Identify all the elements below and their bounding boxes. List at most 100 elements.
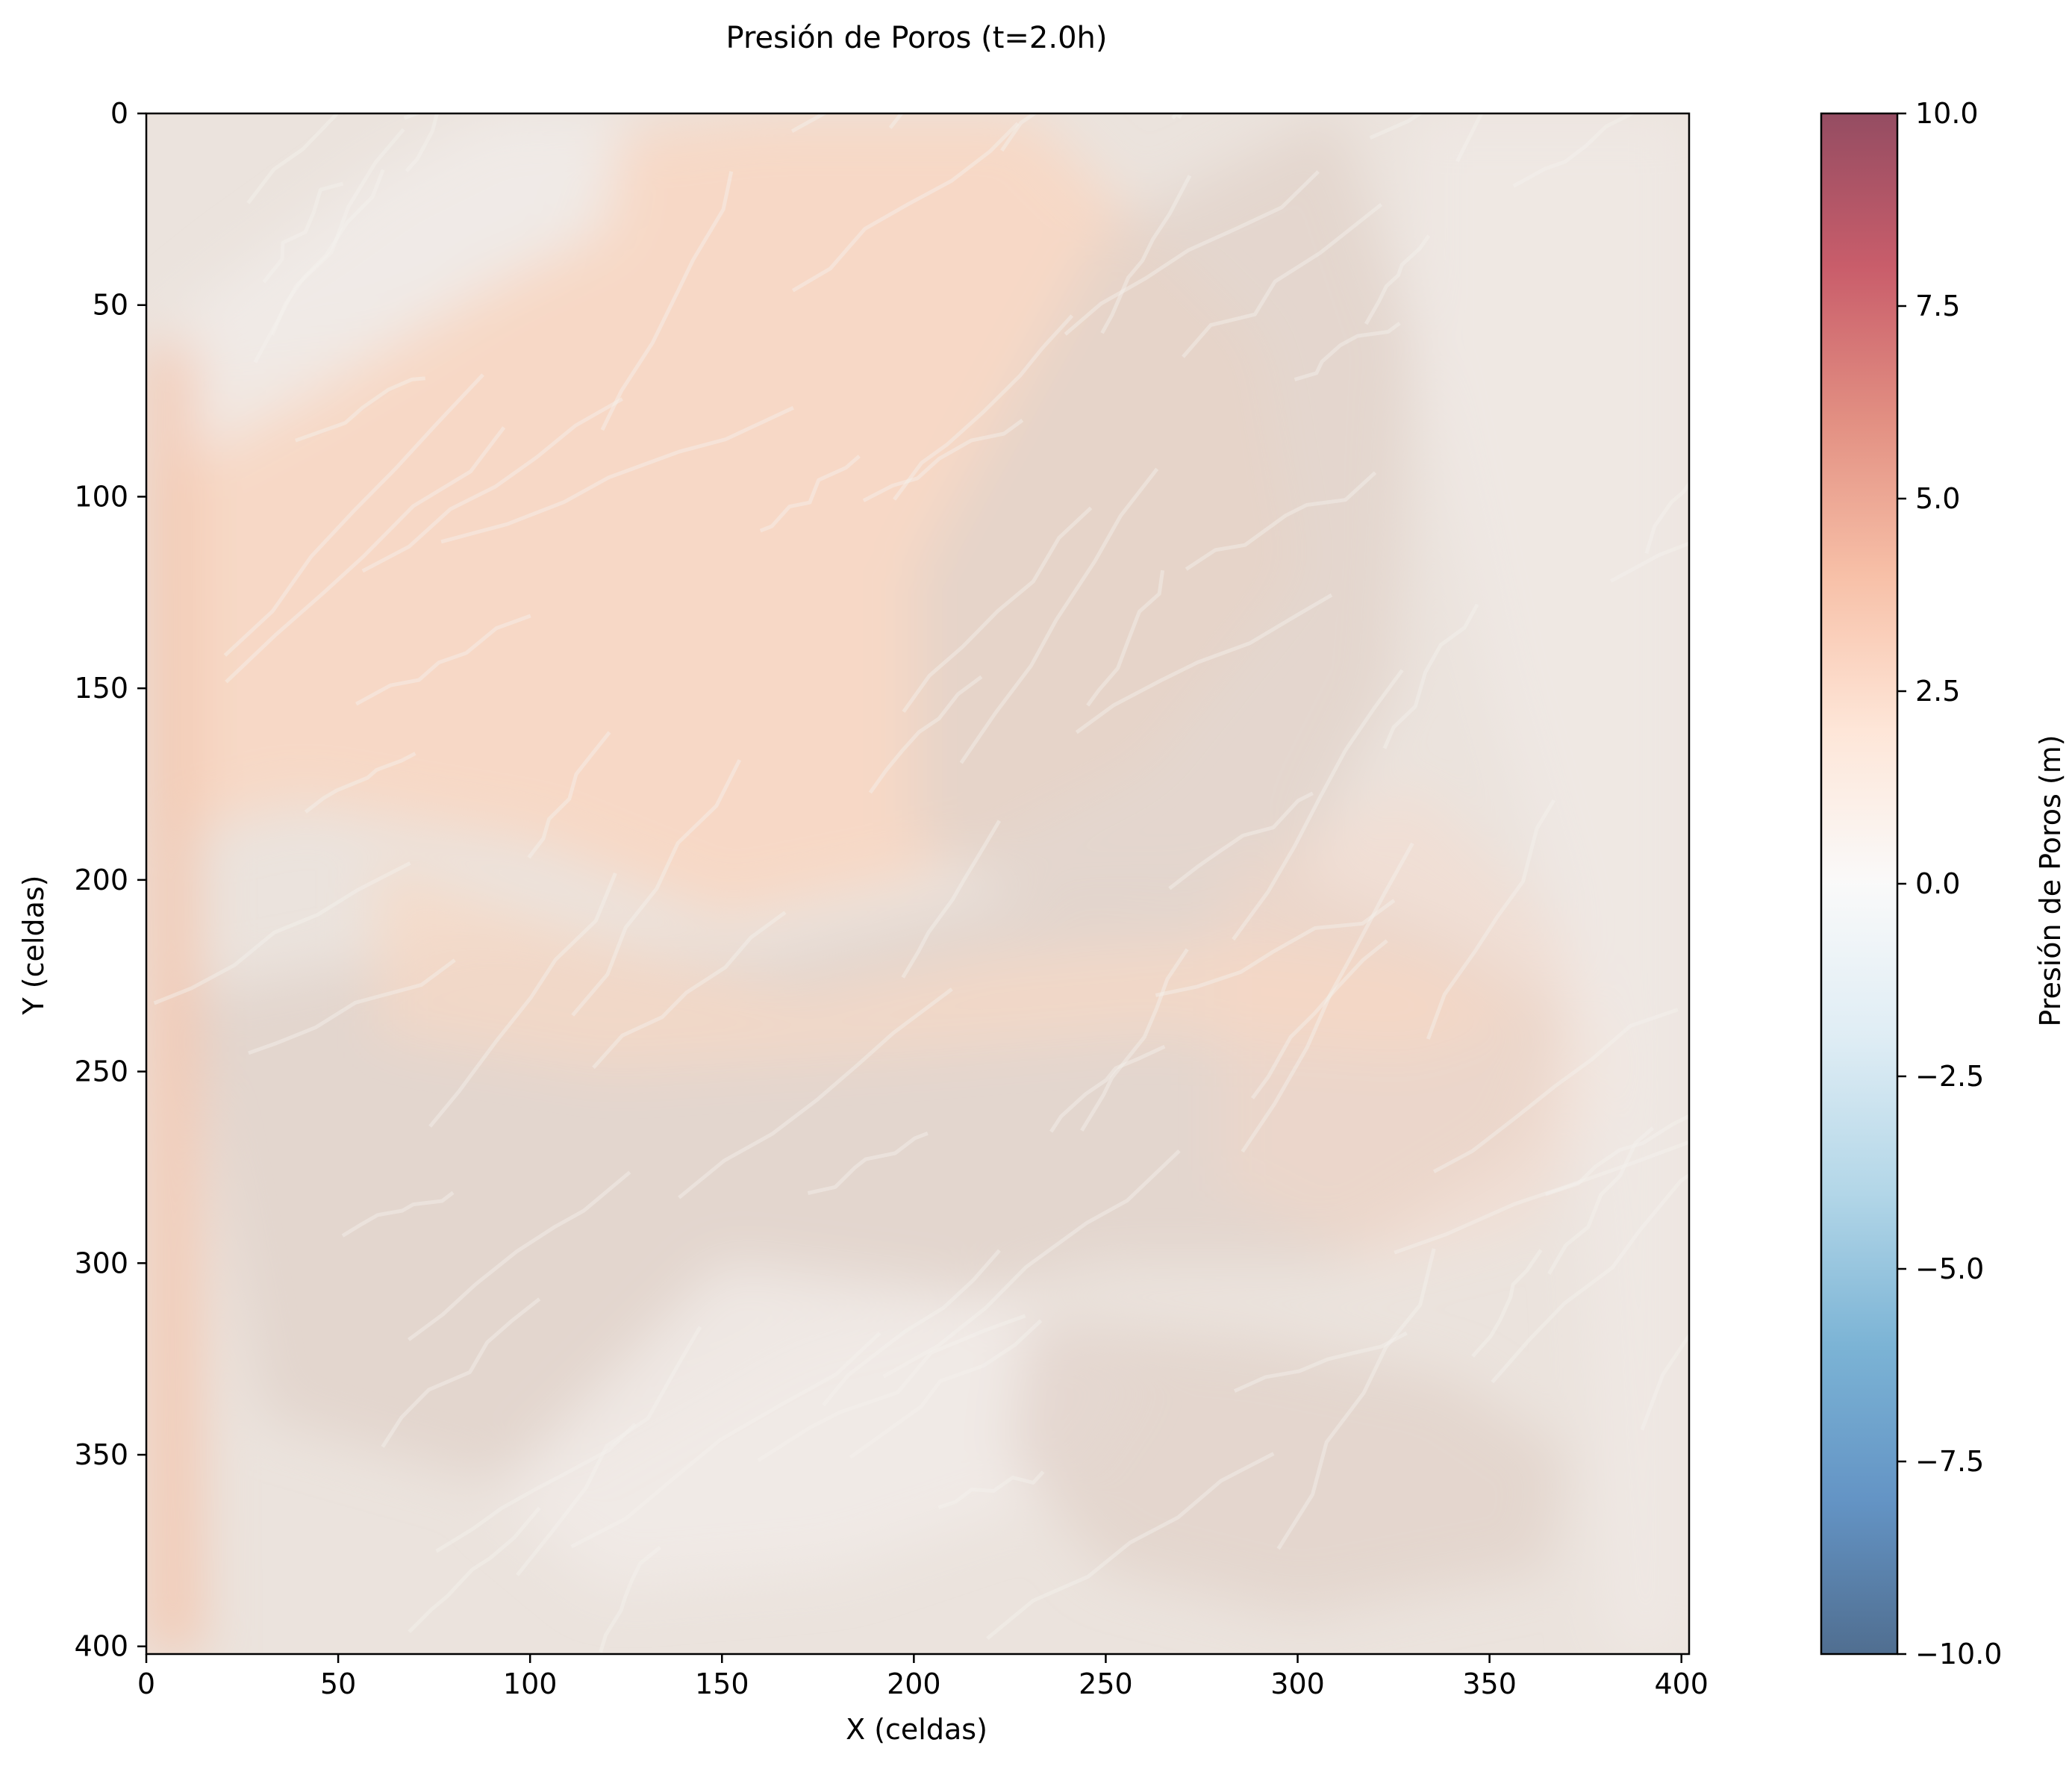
relief-contour [902, 506, 1093, 714]
y-tick-label: 400 [74, 1630, 128, 1663]
relief-contour [1086, 570, 1165, 707]
relief-contour [527, 731, 611, 859]
relief-contour [408, 1170, 631, 1341]
relief-contour [959, 467, 1159, 764]
y-tick-label: 300 [74, 1247, 128, 1279]
relief-contour [1185, 471, 1377, 571]
relief-contour [440, 406, 794, 544]
relief-contour [1064, 170, 1320, 336]
y-tick-label: 200 [74, 864, 128, 896]
y-tick-label: 100 [74, 480, 128, 513]
colorbar-tick-label: −2.5 [1915, 1060, 1984, 1093]
relief-contour [270, 169, 385, 336]
relief-contour [757, 1314, 1026, 1462]
relief-contour [1364, 234, 1431, 325]
relief-contour [1394, 1140, 1689, 1255]
relief-contour [428, 872, 617, 1128]
relief-contour [294, 376, 425, 443]
colorbar-ticks: 10.0 7.5 5.0 2.5 0.0 −2.5 −5.0 −7.5 −10.0 [1897, 97, 2002, 1670]
relief-contour [1547, 1126, 1655, 1275]
relief-contour [403, 113, 423, 120]
relief-contour [1075, 593, 1333, 734]
relief-contour [862, 418, 1024, 502]
x-tick-label: 250 [1079, 1667, 1133, 1700]
colorbar-tick-label: 10.0 [1915, 97, 1979, 130]
colorbar-tick-label: 0.0 [1915, 867, 1960, 900]
relief-contour [1171, 113, 1180, 120]
relief-contour [759, 455, 861, 533]
x-tick-label: 350 [1462, 1667, 1517, 1700]
colorbar-tick-label: 2.5 [1915, 675, 1960, 708]
relief-contour [405, 113, 440, 172]
relief-contour [868, 675, 983, 794]
relief-contour [1644, 480, 1689, 555]
relief-contour [1512, 113, 1636, 188]
heatmap-pressure-field [146, 113, 1689, 1654]
relief-contour [1049, 1044, 1166, 1133]
relief-contour [1432, 1008, 1679, 1173]
relief-contour [381, 1297, 541, 1448]
relief-contour [1241, 842, 1414, 1153]
y-tick-label: 250 [74, 1055, 128, 1088]
colorbar-tick-label: −5.0 [1915, 1252, 1984, 1285]
relief-contour [1471, 1249, 1543, 1358]
relief-contour [822, 1249, 1001, 1407]
y-axis: 0 50 100 150 200 250 300 350 400 [74, 97, 146, 1663]
y-tick-label: 350 [74, 1438, 128, 1471]
chart-title: Presión de Poros (t=2.0h) [726, 21, 1108, 55]
relief-contour [986, 1452, 1275, 1641]
relief-contour [1182, 202, 1383, 358]
relief-contour [355, 614, 531, 706]
relief-contour [341, 1191, 455, 1238]
relief-contour [225, 426, 506, 684]
colorbar [1820, 112, 1899, 1656]
relief-contour [223, 373, 484, 657]
relief-contour [600, 171, 734, 431]
relief-contour [1369, 113, 1424, 140]
relief-contour [571, 758, 742, 1017]
relief-contour [882, 1149, 1181, 1379]
relief-contour [678, 987, 953, 1199]
y-tick-label: 50 [93, 289, 128, 322]
relief-contour [408, 1506, 541, 1634]
colorbar-tick-label: −10.0 [1915, 1638, 2002, 1670]
relief-contour [153, 861, 411, 1005]
relief-contour [1544, 1114, 1689, 1196]
relief-contour [435, 1423, 637, 1553]
x-tick-label: 100 [503, 1667, 558, 1700]
heatmap-region [914, 113, 1413, 919]
relief-contour [893, 314, 1074, 501]
relief-contour [1276, 1248, 1436, 1550]
x-tick-label: 150 [695, 1667, 749, 1700]
colorbar-tick-label: −7.5 [1915, 1445, 1984, 1478]
relief-contour [592, 911, 787, 1070]
heatmap-region [1009, 1320, 1567, 1616]
relief-contour [599, 1546, 661, 1653]
relief-contour [253, 128, 405, 364]
heatmap-region [491, 1263, 1144, 1589]
relief-contour [1382, 603, 1479, 749]
relief-contour [1233, 1331, 1408, 1393]
relief-contour [516, 1326, 702, 1576]
relief-contour [361, 397, 623, 573]
x-tick-label: 200 [887, 1667, 941, 1700]
x-tick-label: 50 [320, 1667, 356, 1700]
colorbar-tick-label: 7.5 [1915, 290, 1960, 322]
relief-contour [248, 958, 456, 1055]
relief-contour [1000, 113, 1038, 152]
relief-contour [1100, 175, 1192, 334]
heatmap-region [146, 343, 200, 1654]
plot-area [146, 113, 1689, 1654]
plot-frame [145, 112, 1691, 1656]
relief-contour [570, 1331, 881, 1549]
relief-contour [937, 1470, 1045, 1509]
relief-contour [1176, 113, 1184, 119]
x-tick-label: 0 [137, 1667, 155, 1700]
relief-contour [1491, 1173, 1689, 1384]
relief-contour [1080, 948, 1189, 1132]
relief-contour [262, 181, 344, 284]
relief-contour [807, 1131, 929, 1195]
heatmap-region [146, 113, 626, 497]
relief-contour [849, 1319, 1043, 1459]
